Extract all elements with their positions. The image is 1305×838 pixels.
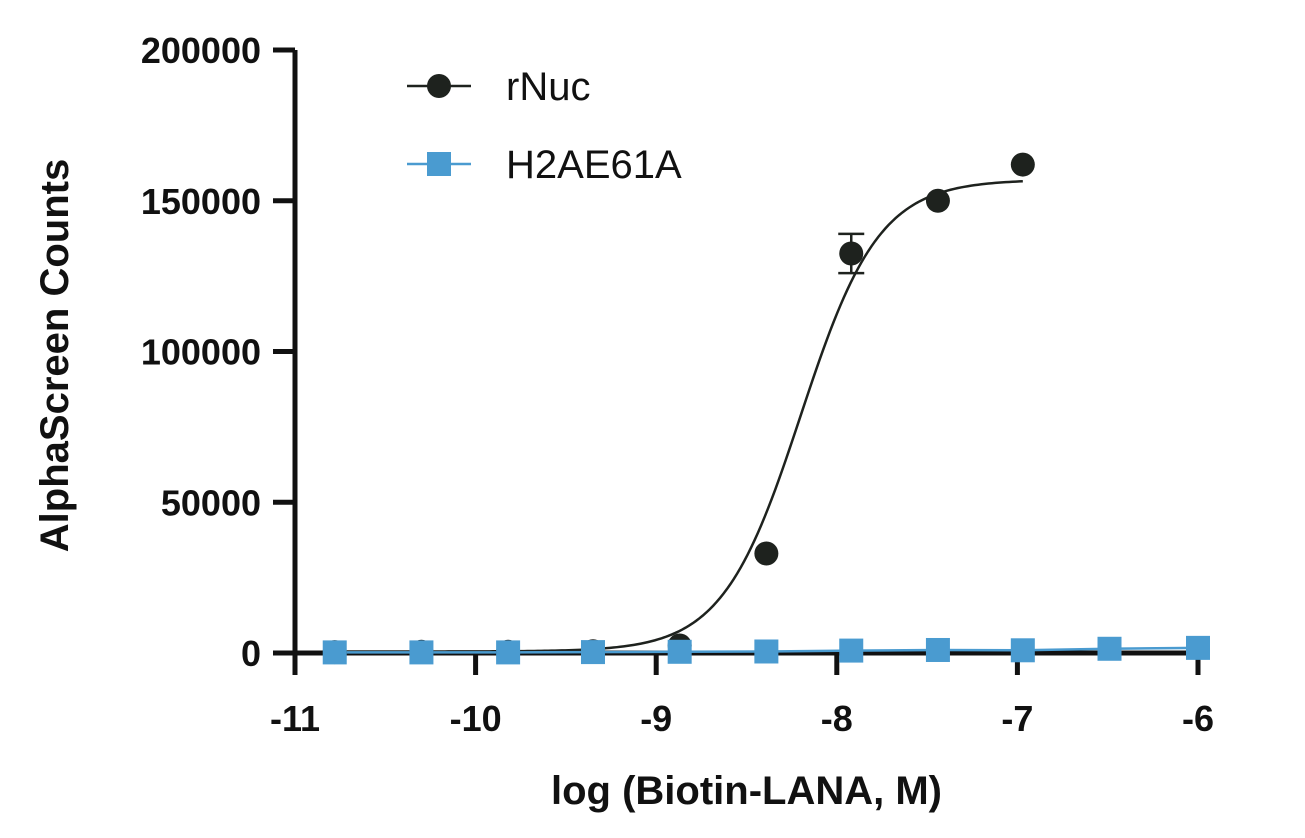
data-point-h2ae61a [496, 640, 521, 665]
data-points [322, 152, 1210, 665]
legend-label-rnuc: rNuc [506, 65, 590, 109]
x-tick-label: -6 [1182, 698, 1214, 739]
data-point-h2ae61a [839, 638, 864, 663]
legend: rNuc H2AE61A [407, 65, 682, 187]
y-tick-label: 50000 [161, 482, 261, 523]
fit-curve-rnuc [334, 180, 1023, 653]
data-point-h2ae61a [1186, 635, 1210, 660]
x-tick-label: -7 [1001, 698, 1033, 739]
data-point-h2ae61a [667, 639, 692, 664]
data-point-h2ae61a [322, 640, 347, 665]
y-tick-label: 100000 [141, 332, 261, 373]
x-tick-label: -8 [821, 698, 853, 739]
axes: 0 50000 100000 150000 200000 -11 -10 -9 -8 -7 -6 lo… [33, 30, 1214, 813]
data-point-rnuc [754, 541, 779, 566]
x-tick-label: -9 [640, 698, 672, 739]
data-point-rnuc [1010, 152, 1035, 177]
data-point-rnuc [925, 188, 950, 213]
y-tick-label: 150000 [141, 181, 261, 222]
x-tick-label: -11 [270, 698, 320, 739]
fit-curves [334, 180, 1199, 654]
legend-label-h2ae61a: H2AE61A [506, 143, 682, 187]
data-point-h2ae61a [925, 637, 950, 662]
y-axis-title: AlphaScreen Counts [33, 159, 77, 552]
y-tick-label: 200000 [141, 30, 261, 71]
data-point-h2ae61a [1097, 636, 1122, 661]
data-point-h2ae61a [409, 640, 434, 665]
data-point-h2ae61a [580, 640, 605, 665]
data-point-h2ae61a [754, 639, 779, 664]
legend-marker-rnuc [427, 74, 451, 98]
x-axis-title: log (Biotin-LANA, M) [551, 769, 942, 813]
data-point-rnuc [839, 241, 864, 266]
x-tick-label: -10 [450, 698, 502, 739]
data-point-h2ae61a [1010, 638, 1035, 663]
y-tick-label: 0 [241, 633, 261, 674]
legend-marker-h2ae61a [427, 152, 451, 176]
